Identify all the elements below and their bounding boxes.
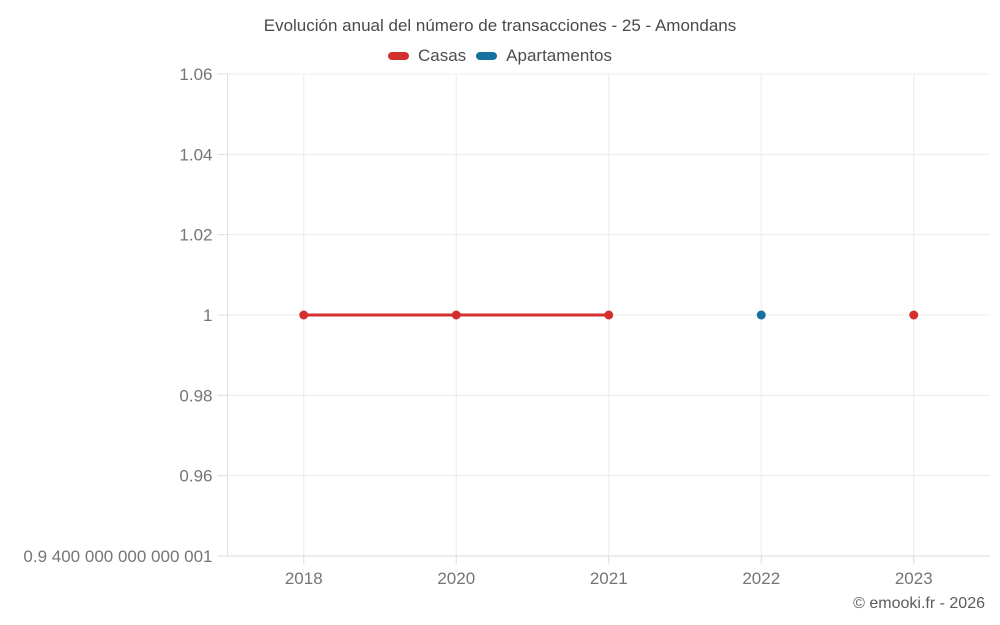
apartamentos-color-swatch-icon [476, 52, 498, 60]
legend: Casas Apartamentos [0, 46, 1000, 66]
legend-label-casas: Casas [417, 46, 467, 65]
attribution: © emooki.fr - 2026 [853, 595, 985, 612]
y-tick-label: 0.98 [179, 386, 212, 405]
casas-color-swatch-icon [387, 52, 409, 60]
x-tick-label: 2018 [285, 569, 323, 588]
x-tick-label: 2023 [895, 569, 933, 588]
x-tick-label: 2022 [742, 569, 780, 588]
legend-item-apartamentos[interactable]: Apartamentos [476, 46, 612, 66]
legend-item-casas[interactable]: Casas [387, 46, 467, 66]
point-casas-2021 [604, 310, 614, 320]
point-casas-2020 [451, 310, 461, 320]
chart-title: Evolución anual del número de transaccio… [263, 16, 737, 35]
point-casas-2023 [909, 310, 919, 320]
point-casas-2018 [299, 310, 309, 320]
y-tick-label: 1.06 [179, 65, 212, 84]
y-tick-label: 1 [203, 306, 212, 325]
x-tick-label: 2021 [590, 569, 628, 588]
y-tick-label: 0.9 400 000 000 000 001 [23, 547, 212, 566]
y-tick-label: 0.96 [179, 467, 212, 486]
y-tick-label: 1.02 [179, 226, 212, 245]
legend-label-apartamentos: Apartamentos [506, 46, 613, 65]
x-tick-label: 2020 [437, 569, 475, 588]
y-tick-label: 1.04 [179, 145, 212, 164]
point-apartamentos-2022 [756, 310, 766, 320]
